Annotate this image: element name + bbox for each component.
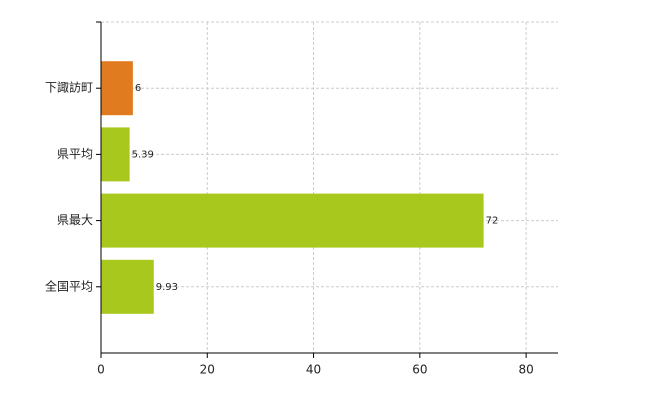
bar [101, 127, 130, 182]
x-tick-label: 60 [412, 363, 427, 377]
y-tick-label: 県最大 [57, 213, 93, 227]
bar [101, 259, 154, 314]
x-tick-label: 0 [97, 363, 105, 377]
bar [101, 61, 133, 116]
value-label: 72 [486, 216, 499, 227]
value-label: 6 [135, 83, 141, 94]
x-tick-label: 20 [200, 363, 215, 377]
y-tick-label: 全国平均 [45, 278, 93, 293]
x-tick-label: 80 [518, 363, 533, 377]
y-tick-label: 下諏訪町 [45, 80, 93, 95]
y-tick-label: 県平均 [57, 147, 93, 161]
value-label: 9.93 [156, 282, 178, 293]
bar [101, 193, 484, 248]
value-label: 5.39 [132, 149, 154, 160]
x-tick-label: 40 [306, 363, 321, 377]
